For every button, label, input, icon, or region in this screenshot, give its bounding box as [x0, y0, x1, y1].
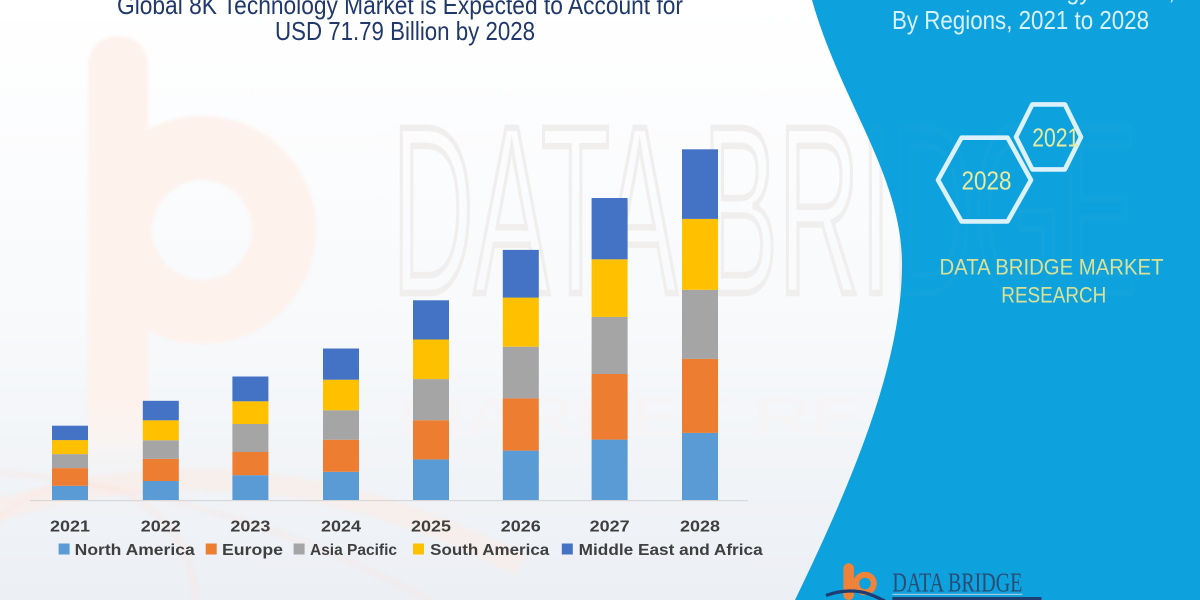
svg-text:Global 8K Technology Market,: Global 8K Technology Market,	[865, 0, 1175, 5]
svg-text:Asia Pacific: Asia Pacific	[310, 542, 397, 559]
svg-text:RESEARCH: RESEARCH	[1001, 282, 1106, 307]
svg-text:2028: 2028	[962, 165, 1012, 195]
svg-text:Middle East and Africa: Middle East and Africa	[579, 542, 763, 559]
svg-text:2024: 2024	[321, 519, 361, 536]
svg-text:2022: 2022	[141, 519, 181, 536]
svg-text:North America: North America	[75, 542, 195, 559]
svg-text:South America: South America	[430, 542, 549, 559]
svg-text:By Regions, 2021 to 2028: By Regions, 2021 to 2028	[892, 5, 1149, 35]
svg-text:2025: 2025	[411, 519, 451, 536]
svg-text:Europe: Europe	[222, 542, 283, 559]
svg-text:DATA BRIDGE MARKET: DATA BRIDGE MARKET	[940, 254, 1164, 279]
svg-text:2021: 2021	[1032, 123, 1079, 153]
svg-text:DATA BRIDGE: DATA BRIDGE	[892, 568, 1022, 598]
svg-text:USD 71.79 Billion by 2028: USD 71.79 Billion by 2028	[275, 16, 535, 46]
svg-text:2027: 2027	[590, 519, 630, 536]
svg-text:2023: 2023	[230, 519, 270, 536]
svg-text:2026: 2026	[501, 519, 541, 536]
svg-text:2021: 2021	[50, 519, 90, 536]
svg-text:2028: 2028	[680, 519, 720, 536]
svg-text:Global 8K Technology Market is: Global 8K Technology Market is Expected …	[117, 0, 683, 20]
